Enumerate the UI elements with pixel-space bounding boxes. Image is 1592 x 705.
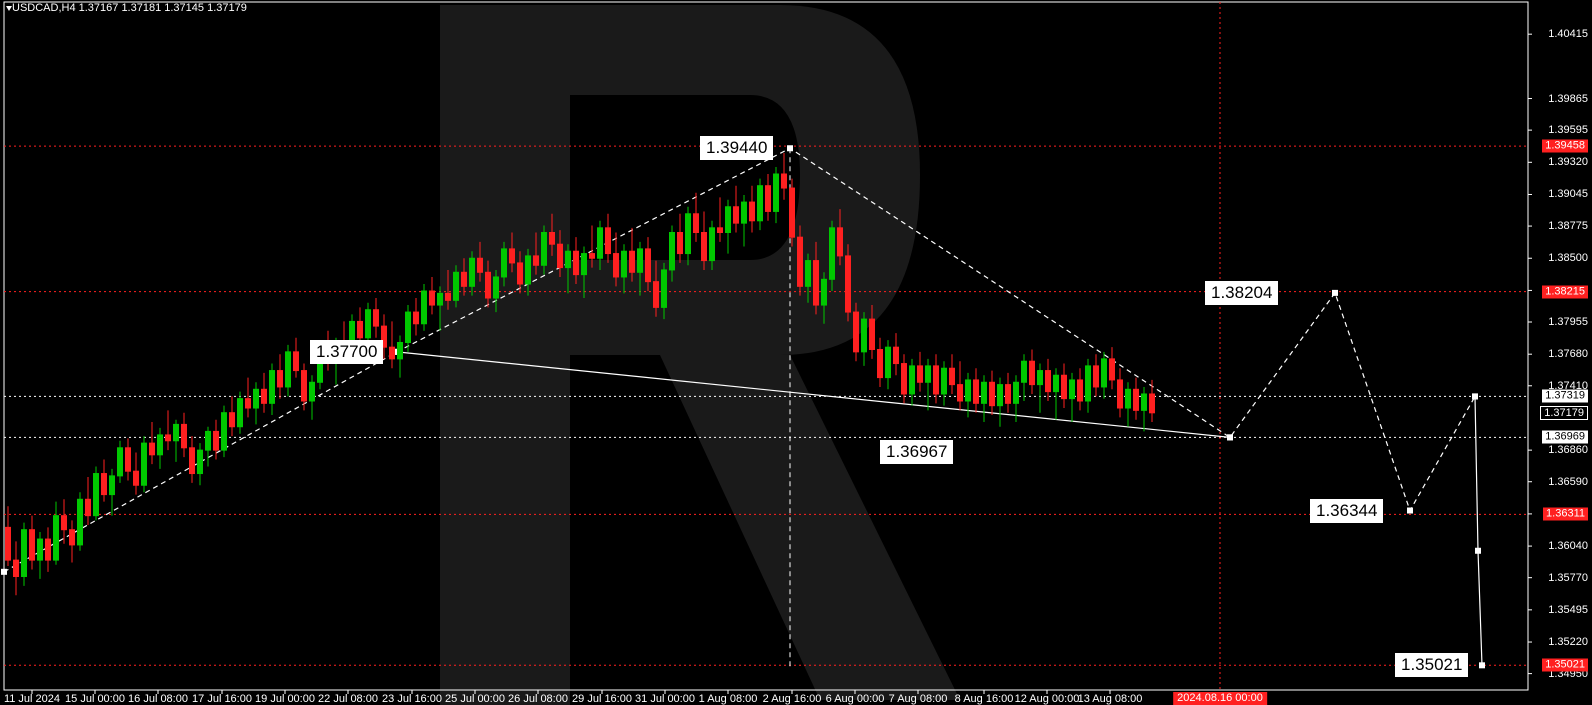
y-tick-label: 1.35220 bbox=[1548, 636, 1588, 648]
y-marker-current: 1.37179 bbox=[1540, 406, 1588, 420]
x-tick-label: 19 Jul 00:00 bbox=[255, 693, 315, 705]
price-label: 1.35021 bbox=[1395, 653, 1468, 677]
y-tick-label: 1.37680 bbox=[1548, 348, 1588, 360]
y-tick-label: 1.35495 bbox=[1548, 604, 1588, 616]
x-tick-label: 11 Jul 2024 bbox=[4, 693, 60, 705]
price-label: 1.36967 bbox=[880, 440, 953, 464]
y-marker-red: 1.39458 bbox=[1542, 140, 1588, 153]
chart-svg bbox=[0, 0, 1592, 705]
y-tick-label: 1.39320 bbox=[1548, 156, 1588, 168]
x-tick-label: 23 Jul 16:00 bbox=[382, 693, 442, 705]
y-tick-label: 1.39865 bbox=[1548, 93, 1588, 105]
y-tick-label: 1.36860 bbox=[1548, 444, 1588, 456]
x-tick-label: 15 Jul 00:00 bbox=[65, 693, 125, 705]
y-marker-red: 1.38215 bbox=[1542, 285, 1588, 298]
y-marker-red: 1.35021 bbox=[1542, 659, 1588, 672]
price-label: 1.38204 bbox=[1205, 281, 1278, 305]
price-label: 1.39440 bbox=[700, 136, 773, 160]
price-label: 1.36344 bbox=[1310, 499, 1383, 523]
x-tick-label: 6 Aug 00:00 bbox=[826, 693, 885, 705]
y-tick-label: 1.35770 bbox=[1548, 572, 1588, 584]
x-tick-label: 16 Jul 08:00 bbox=[128, 693, 188, 705]
x-tick-label: 17 Jul 16:00 bbox=[192, 693, 252, 705]
x-tick-label: 13 Aug 08:00 bbox=[1078, 693, 1143, 705]
x-tick-label: 26 Jul 08:00 bbox=[508, 693, 568, 705]
y-tick-label: 1.36040 bbox=[1548, 540, 1588, 552]
y-tick-label: 1.37955 bbox=[1548, 316, 1588, 328]
y-marker-white: 1.37319 bbox=[1542, 390, 1588, 403]
y-marker-red: 1.36311 bbox=[1543, 508, 1588, 521]
chart-container: USDCAD,H4 1.37167 1.37181 1.37145 1.3717… bbox=[0, 0, 1592, 705]
y-tick-label: 1.36590 bbox=[1548, 476, 1588, 488]
y-marker-white: 1.36969 bbox=[1542, 431, 1588, 444]
x-marker-red: 2024.08.16 00:00 bbox=[1173, 692, 1267, 705]
x-tick-label: 7 Aug 08:00 bbox=[889, 693, 948, 705]
x-tick-label: 1 Aug 08:00 bbox=[699, 693, 758, 705]
x-tick-label: 31 Jul 00:00 bbox=[635, 693, 695, 705]
price-label: 1.37700 bbox=[310, 340, 383, 364]
x-tick-label: 8 Aug 16:00 bbox=[955, 693, 1014, 705]
x-tick-label: 25 Jul 00:00 bbox=[445, 693, 505, 705]
x-tick-label: 12 Aug 00:00 bbox=[1015, 693, 1080, 705]
y-tick-label: 1.39595 bbox=[1548, 124, 1588, 136]
y-tick-label: 1.39045 bbox=[1548, 188, 1588, 200]
x-tick-label: 29 Jul 16:00 bbox=[572, 693, 632, 705]
x-tick-label: 2 Aug 16:00 bbox=[763, 693, 822, 705]
y-tick-label: 1.38500 bbox=[1548, 252, 1588, 264]
y-tick-label: 1.40415 bbox=[1548, 28, 1588, 40]
chart-title: USDCAD,H4 1.37167 1.37181 1.37145 1.3717… bbox=[12, 2, 247, 14]
x-tick-label: 22 Jul 08:00 bbox=[318, 693, 378, 705]
y-tick-label: 1.38775 bbox=[1548, 220, 1588, 232]
